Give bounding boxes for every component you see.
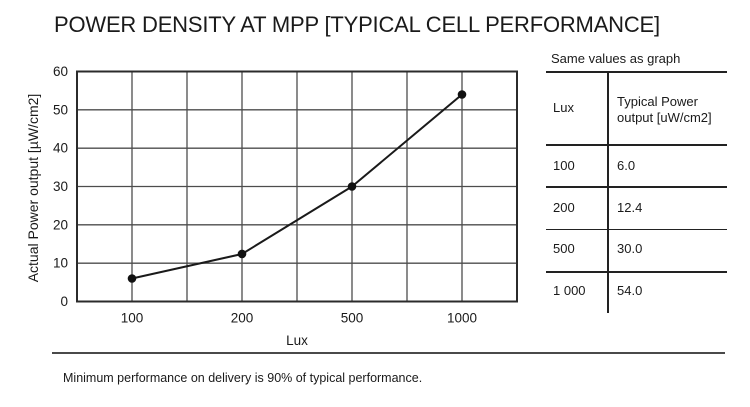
y-tick-label: 60: [53, 64, 68, 79]
table-header-power-line2: output [uW/cm2]: [617, 110, 712, 125]
side-table: Lux Typical Power output [uW/cm2] 100 6.…: [546, 71, 727, 316]
table-row-power: 30.0: [617, 241, 643, 256]
series-line: [131, 93, 463, 280]
x-tick-label: 1000: [447, 311, 477, 326]
table-header-power-line1: Typical Power: [617, 94, 698, 109]
y-tick-label: 50: [53, 102, 68, 117]
table-column-divider: [607, 71, 609, 313]
y-tick-label: 40: [53, 141, 68, 156]
table-rule: [546, 228, 727, 230]
table-row-power: 6.0: [617, 157, 636, 173]
y-tick-label: 20: [53, 217, 68, 232]
data-point: [457, 90, 467, 99]
data-point: [237, 249, 247, 259]
side-table-caption: Same values as graph: [551, 51, 681, 66]
table-row-power: 12.4: [617, 199, 643, 215]
table-row-lux: 500: [553, 241, 575, 256]
footer-divider: [52, 352, 725, 354]
table-row-lux: 100: [553, 157, 575, 173]
y-tick-label: 30: [53, 179, 68, 194]
chart-title: POWER DENSITY AT MPP [TYPICAL CELL PERFO…: [54, 12, 660, 37]
table-rule: [546, 271, 727, 273]
footer-note: Minimum performance on delivery is 90% o…: [63, 371, 423, 385]
y-axis-label: Actual Power output [µW/cm2]: [25, 93, 41, 283]
x-tick-label: 200: [231, 311, 254, 326]
table-rule: [546, 71, 727, 73]
data-point: [127, 274, 137, 283]
x-tick-label: 100: [121, 311, 144, 326]
table-row-power: 54.0: [617, 283, 643, 298]
table-rule: [546, 144, 727, 146]
plot-border: [76, 70, 518, 303]
y-tick-label: 0: [60, 294, 68, 309]
table-row-lux: 1 000: [553, 283, 586, 298]
table-header-power: Typical Power output [uW/cm2]: [617, 94, 712, 126]
table-header-lux: Lux: [553, 100, 574, 115]
y-tick-label: 10: [53, 256, 68, 271]
x-tick-label: 500: [341, 311, 364, 326]
x-axis-label: Lux: [286, 333, 308, 348]
table-row-lux: 200: [553, 199, 575, 215]
table-rule: [546, 186, 727, 188]
data-point: [347, 182, 357, 191]
